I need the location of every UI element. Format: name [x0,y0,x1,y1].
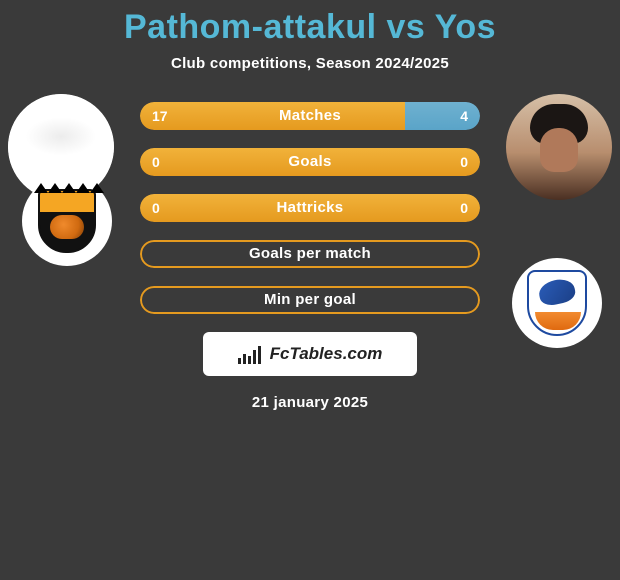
club-crest-right [512,258,602,348]
crest-shield-left [38,189,96,253]
stat-row: Min per goal [140,286,480,314]
club-crest-left [22,176,112,266]
stat-row: 174Matches [140,102,480,130]
page-title: Pathom-attakul vs Yos [0,0,620,47]
player-photo-right [506,94,612,200]
date-label: 21 january 2025 [0,394,620,411]
stat-label: Goals [140,148,480,176]
stat-label: Hattricks [140,194,480,222]
stat-row: Goals per match [140,240,480,268]
comparison-content: 174Matches 00Goals 00Hattricks Goals per ma… [0,102,620,411]
stat-bars: 174Matches 00Goals 00Hattricks Goals per ma… [140,102,480,314]
stat-row: 00Hattricks [140,194,480,222]
crest-shield-right [527,270,587,336]
branding-text: FcTables.com [270,344,383,364]
stat-label: Min per goal [140,286,480,314]
branding-box: FcTables.com [203,332,417,376]
stat-row: 00Goals [140,148,480,176]
stat-label: Matches [140,102,480,130]
stat-label: Goals per match [140,240,480,268]
subtitle: Club competitions, Season 2024/2025 [0,55,620,72]
branding-chart-icon [238,344,264,364]
